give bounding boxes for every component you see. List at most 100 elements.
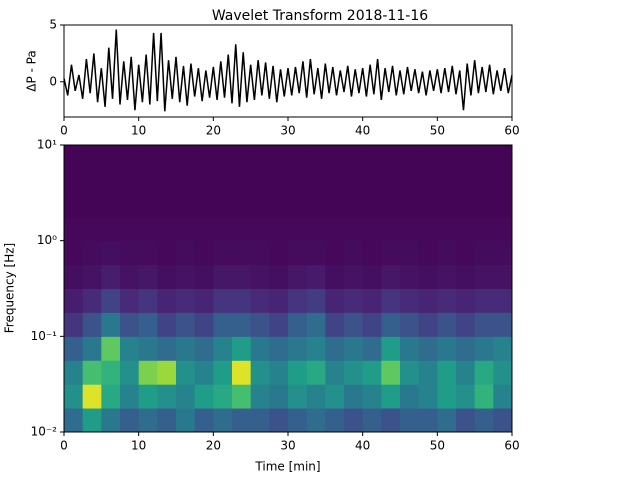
heat-cell — [400, 264, 420, 290]
heat-cell — [269, 408, 289, 433]
heat-cell — [381, 216, 401, 242]
heat-cell — [362, 192, 382, 218]
heat-cell — [418, 145, 438, 170]
heat-cell — [362, 168, 382, 194]
heat-cell — [306, 240, 326, 266]
heat-cell — [120, 384, 140, 409]
heat-cell — [213, 384, 233, 409]
heat-cell — [325, 336, 345, 361]
x-tick-label: 0 — [60, 124, 68, 138]
heat-cell — [437, 384, 457, 409]
heat-cell — [269, 168, 289, 194]
heat-cell — [456, 288, 476, 313]
x-tick-label: 30 — [280, 124, 295, 138]
heat-cell — [362, 216, 382, 242]
heat-cell — [400, 168, 420, 194]
heat-cell — [176, 240, 196, 266]
heat-cell — [101, 216, 121, 242]
heat-cell — [138, 336, 158, 361]
heat-cell — [213, 336, 233, 361]
heat-cell — [418, 336, 438, 361]
heat-cell — [213, 168, 233, 194]
heat-cell — [325, 145, 345, 170]
data-line — [63, 29, 513, 112]
y-tick-label: 10¹ — [37, 138, 57, 152]
heat-cell — [325, 264, 345, 290]
heat-cell — [456, 240, 476, 266]
heat-cell — [362, 360, 382, 385]
heat-cell — [474, 288, 494, 313]
heat-cell — [381, 240, 401, 266]
heat-cell — [493, 145, 513, 170]
heat-cell — [101, 408, 121, 433]
y-tick-label: 10⁰ — [37, 233, 57, 247]
heat-cell — [157, 216, 177, 242]
heat-cell — [400, 240, 420, 266]
heat-cell — [194, 168, 214, 194]
heat-cell — [82, 264, 102, 290]
heat-cell — [344, 288, 364, 313]
heat-cell — [306, 145, 326, 170]
heat-cell — [64, 408, 84, 433]
heat-cell — [194, 336, 214, 361]
heat-cell — [138, 384, 158, 409]
heat-cell — [306, 216, 326, 242]
heat-cell — [120, 264, 140, 290]
heat-cell — [437, 168, 457, 194]
heat-cell — [269, 288, 289, 313]
heat-cell — [64, 360, 84, 385]
heat-cell — [306, 384, 326, 409]
heat-cell — [194, 264, 214, 290]
chart-title: Wavelet Transform 2018-11-16 — [212, 8, 428, 24]
heat-cell — [120, 168, 140, 194]
heat-cell — [418, 192, 438, 218]
heat-cell — [194, 288, 214, 313]
heat-cell — [101, 336, 121, 361]
heat-cell — [306, 168, 326, 194]
heat-cell — [82, 384, 102, 409]
heat-cell — [400, 145, 420, 170]
heat-cell — [157, 408, 177, 433]
heat-cell — [82, 336, 102, 361]
heat-cell — [250, 312, 270, 337]
heat-cell — [213, 145, 233, 170]
x-tick-label: 60 — [504, 124, 519, 138]
heat-cell — [456, 145, 476, 170]
heat-cell — [288, 312, 308, 337]
heat-cell — [288, 264, 308, 290]
heat-cell — [176, 312, 196, 337]
heat-cell — [213, 264, 233, 290]
heat-cell — [325, 240, 345, 266]
heat-cell — [362, 264, 382, 290]
heat-cell — [306, 264, 326, 290]
y-axis-label: ΔP - Pa — [25, 50, 39, 91]
heat-cell — [325, 312, 345, 337]
heat-cell — [138, 192, 158, 218]
heat-cell — [82, 168, 102, 194]
heat-cell — [64, 264, 84, 290]
heat-cell — [344, 264, 364, 290]
heat-cell — [269, 240, 289, 266]
heat-cell — [213, 192, 233, 218]
x-tick-label: 50 — [430, 124, 445, 138]
y-tick-label: 0 — [49, 74, 57, 88]
heat-cell — [213, 240, 233, 266]
heat-cell — [232, 216, 252, 242]
heat-cell — [437, 336, 457, 361]
heat-cell — [101, 264, 121, 290]
heat-cell — [344, 192, 364, 218]
heat-cell — [82, 145, 102, 170]
x-tick-label: 10 — [131, 439, 146, 453]
heat-cell — [213, 408, 233, 433]
heat-cell — [288, 192, 308, 218]
heat-cell — [418, 264, 438, 290]
heat-cell — [64, 288, 84, 313]
heat-cell — [232, 288, 252, 313]
heat-cell — [250, 168, 270, 194]
heat-cell — [269, 384, 289, 409]
heat-cell — [474, 168, 494, 194]
heat-cell — [82, 240, 102, 266]
heat-cell — [344, 360, 364, 385]
heat-cell — [381, 408, 401, 433]
heat-cell — [493, 168, 513, 194]
